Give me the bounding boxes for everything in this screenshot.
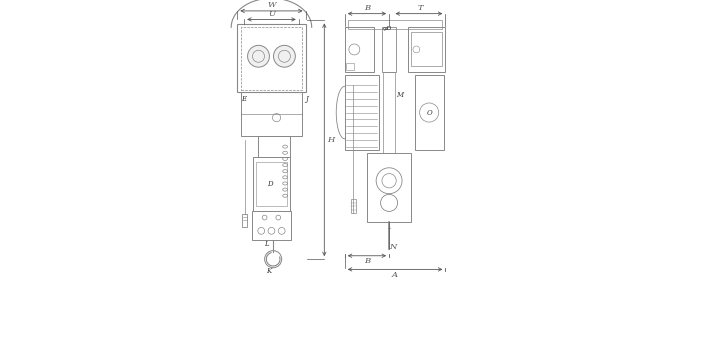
Text: O: O [426,108,432,117]
Text: M: M [395,91,403,100]
Bar [408,27,445,72]
Bar [345,75,379,150]
Circle shape [248,45,269,67]
Text: B: B [364,257,370,265]
Bar [345,27,373,72]
Bar [351,199,356,213]
Text: H: H [327,136,334,144]
Bar [256,162,287,206]
Bar [251,211,291,240]
Bar [237,24,305,92]
Text: N: N [390,243,397,251]
Text: K: K [266,267,272,275]
Text: J: J [305,95,307,103]
Text: E: E [241,95,246,103]
Text: L: L [264,240,268,248]
Text: U: U [268,10,275,18]
Bar [243,214,247,227]
Text: D: D [267,180,273,188]
Circle shape [273,45,295,67]
Text: B: B [364,3,370,12]
Bar [367,153,411,222]
Bar [411,32,442,66]
Text: φD: φD [383,27,392,31]
Bar [383,72,395,153]
Bar [241,27,302,90]
Bar [382,27,396,72]
Bar [258,136,290,157]
Text: T: T [417,3,423,12]
Bar [415,75,444,150]
Bar [241,92,302,136]
Bar [253,157,290,211]
Bar [348,20,442,29]
Bar [346,63,354,70]
Text: A: A [392,271,398,279]
Text: W: W [267,1,275,9]
